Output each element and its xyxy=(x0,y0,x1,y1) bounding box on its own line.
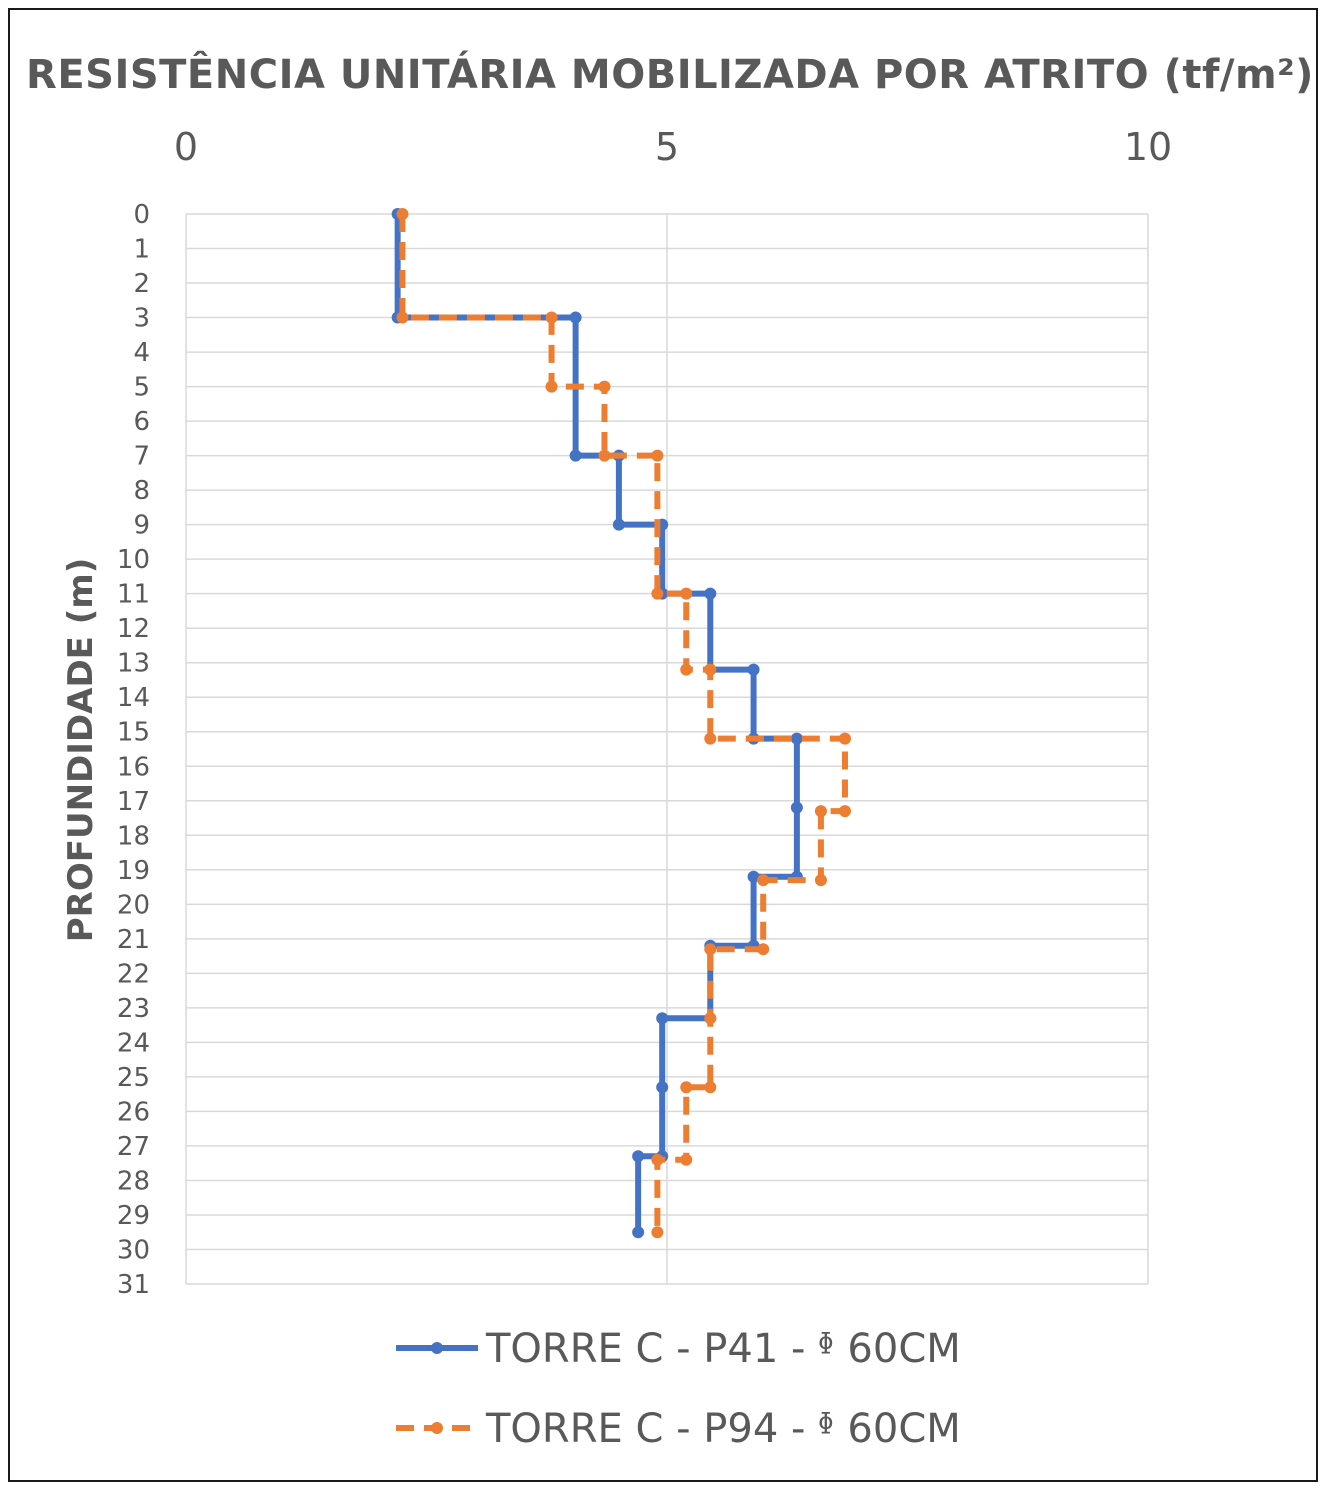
y-tick-label: 13 xyxy=(117,649,150,679)
y-tick-label: 9 xyxy=(133,511,150,541)
y-tick-label: 30 xyxy=(117,1235,150,1265)
legend: TORRE C - P41 - ᶲ 60CM TORRE C - P94 - ᶲ … xyxy=(396,1326,961,1452)
y-tick-label: 0 xyxy=(133,200,150,230)
legend-label: TORRE C - P41 - ᶲ 60CM xyxy=(485,1326,961,1372)
data-point xyxy=(790,732,803,745)
data-point xyxy=(838,732,851,745)
y-tick-label: 3 xyxy=(133,304,150,334)
y-tick-label: 27 xyxy=(117,1132,150,1162)
data-point xyxy=(656,1012,669,1025)
y-tick-label: 1 xyxy=(133,235,150,265)
data-point xyxy=(598,449,611,462)
y-tick-label: 2 xyxy=(133,269,150,299)
data-point xyxy=(790,801,803,814)
y-tick-label: 24 xyxy=(117,1028,150,1058)
y-tick-label: 19 xyxy=(117,856,150,886)
data-point xyxy=(680,1153,693,1166)
data-point xyxy=(704,587,717,600)
data-point xyxy=(569,449,582,462)
y-tick-label: 23 xyxy=(117,994,150,1024)
y-tick-label: 26 xyxy=(117,1097,150,1127)
y-tick-label: 25 xyxy=(117,1063,150,1093)
data-point xyxy=(651,449,664,462)
data-point xyxy=(704,943,717,956)
y-tick-label: 4 xyxy=(133,338,150,368)
data-point xyxy=(680,663,693,676)
y-tick-label: 31 xyxy=(117,1270,150,1300)
data-point xyxy=(545,380,558,393)
chart-frame xyxy=(8,8,1318,1482)
series-2 xyxy=(396,208,851,1239)
data-point xyxy=(814,874,827,887)
data-point xyxy=(704,732,717,745)
data-point xyxy=(598,380,611,393)
data-point xyxy=(704,1012,717,1025)
legend-swatch-marker xyxy=(431,1342,443,1354)
series-line xyxy=(399,214,848,1233)
data-point xyxy=(651,587,664,600)
data-point xyxy=(396,311,409,324)
data-point xyxy=(612,518,625,531)
data-point xyxy=(545,311,558,324)
data-point xyxy=(632,1150,645,1163)
data-point xyxy=(747,870,760,883)
series-line xyxy=(394,214,800,1233)
x-tick-label: 0 xyxy=(174,125,198,169)
y-tick-label: 8 xyxy=(133,476,150,506)
data-point xyxy=(814,805,827,818)
legend-item: TORRE C - P94 - ᶲ 60CM xyxy=(396,1406,961,1452)
gridlines xyxy=(185,213,1149,1285)
legend-label: TORRE C - P94 - ᶲ 60CM xyxy=(485,1406,961,1452)
y-axis-ticks: 0123456789101112131415161718192021222324… xyxy=(117,200,150,1300)
series-group xyxy=(391,208,851,1239)
y-tick-label: 21 xyxy=(117,925,150,955)
data-point xyxy=(838,805,851,818)
chart-title: RESISTÊNCIA UNITÁRIA MOBILIZADA POR ATRI… xyxy=(26,52,1314,98)
data-point xyxy=(396,208,409,220)
y-tick-label: 11 xyxy=(117,580,150,610)
x-axis-ticks: 0 5 10 xyxy=(174,125,1172,169)
y-tick-label: 6 xyxy=(133,407,150,437)
legend-swatch-marker xyxy=(431,1422,443,1434)
data-point xyxy=(757,943,770,956)
y-tick-label: 28 xyxy=(117,1166,150,1196)
y-tick-label: 20 xyxy=(117,890,150,920)
y-tick-label: 16 xyxy=(117,752,150,782)
data-point xyxy=(569,311,582,324)
y-tick-label: 5 xyxy=(133,373,150,403)
data-point xyxy=(632,1226,645,1239)
y-tick-label: 17 xyxy=(117,787,150,817)
data-point xyxy=(757,874,770,887)
data-point xyxy=(704,663,717,676)
data-point xyxy=(656,1081,669,1094)
data-point xyxy=(747,663,760,676)
y-tick-label: 18 xyxy=(117,821,150,851)
x-tick-label: 5 xyxy=(655,125,679,169)
y-tick-label: 15 xyxy=(117,718,150,748)
y-tick-label: 14 xyxy=(117,683,150,713)
y-tick-label: 29 xyxy=(117,1201,150,1231)
series-1 xyxy=(391,208,803,1239)
legend-item: TORRE C - P41 - ᶲ 60CM xyxy=(396,1326,961,1372)
data-point xyxy=(680,1081,693,1094)
data-point xyxy=(704,1081,717,1094)
y-tick-label: 7 xyxy=(133,442,150,472)
x-tick-label: 10 xyxy=(1124,125,1172,169)
data-point xyxy=(680,587,693,600)
y-tick-label: 12 xyxy=(117,614,150,644)
y-axis-label: PROFUNDIDADE (m) xyxy=(61,558,101,943)
y-tick-label: 10 xyxy=(117,545,150,575)
data-point xyxy=(651,1226,664,1239)
data-point xyxy=(651,1153,664,1166)
y-tick-label: 22 xyxy=(117,959,150,989)
